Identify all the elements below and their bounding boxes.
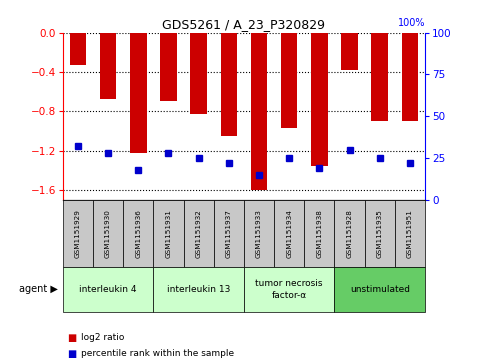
Text: ■: ■ xyxy=(68,333,77,343)
Text: ■: ■ xyxy=(68,349,77,359)
Text: tumor necrosis
factor-α: tumor necrosis factor-α xyxy=(256,280,323,299)
Text: GSM1151936: GSM1151936 xyxy=(135,209,141,258)
Text: GSM1151929: GSM1151929 xyxy=(75,209,81,258)
Bar xyxy=(130,33,146,152)
Bar xyxy=(70,33,86,65)
Text: unstimulated: unstimulated xyxy=(350,285,410,294)
Text: GSM1151928: GSM1151928 xyxy=(347,209,353,258)
Text: interleukin 13: interleukin 13 xyxy=(167,285,230,294)
Text: GSM1151931: GSM1151931 xyxy=(166,209,171,258)
Text: GSM1151932: GSM1151932 xyxy=(196,209,201,258)
Text: 100%: 100% xyxy=(398,19,425,28)
Text: GSM1151935: GSM1151935 xyxy=(377,209,383,258)
Bar xyxy=(371,33,388,121)
Text: GSM1151951: GSM1151951 xyxy=(407,209,413,258)
Bar xyxy=(190,33,207,114)
Bar xyxy=(281,33,298,128)
Bar xyxy=(341,33,358,70)
Text: percentile rank within the sample: percentile rank within the sample xyxy=(81,350,234,358)
Bar xyxy=(221,33,237,136)
Bar xyxy=(160,33,177,101)
Bar xyxy=(402,33,418,121)
Text: GSM1151938: GSM1151938 xyxy=(316,209,322,258)
Text: GSM1151934: GSM1151934 xyxy=(286,209,292,258)
Bar xyxy=(251,33,267,190)
Text: GSM1151930: GSM1151930 xyxy=(105,209,111,258)
Text: GSM1151933: GSM1151933 xyxy=(256,209,262,258)
Text: interleukin 4: interleukin 4 xyxy=(79,285,137,294)
Text: GSM1151937: GSM1151937 xyxy=(226,209,232,258)
Title: GDS5261 / A_23_P320829: GDS5261 / A_23_P320829 xyxy=(162,19,326,32)
Bar xyxy=(311,33,327,166)
Text: log2 ratio: log2 ratio xyxy=(81,333,125,342)
Bar xyxy=(100,33,116,99)
Text: agent ▶: agent ▶ xyxy=(19,285,58,294)
